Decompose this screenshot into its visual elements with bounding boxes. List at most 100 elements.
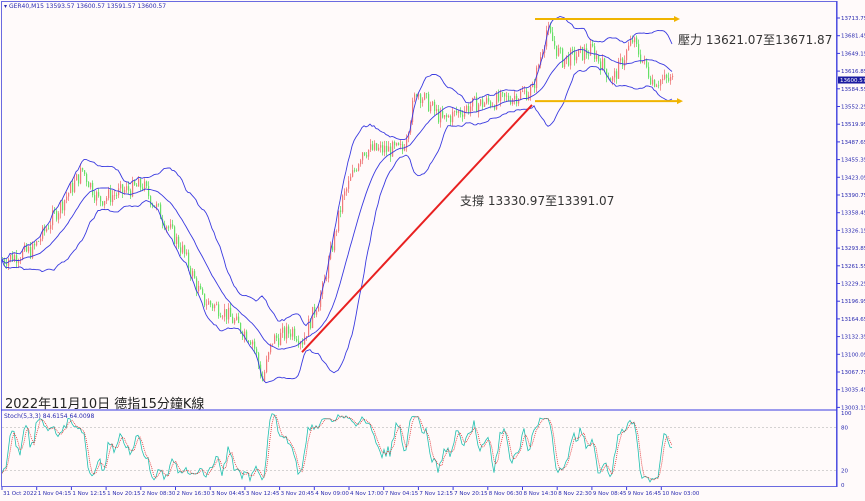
candle bbox=[512, 98, 514, 106]
candle bbox=[406, 134, 408, 152]
candle-body bbox=[558, 48, 560, 56]
candle bbox=[662, 74, 664, 84]
candle-body bbox=[232, 316, 234, 324]
candle bbox=[484, 101, 486, 108]
candle-body bbox=[458, 111, 460, 114]
candle-body bbox=[404, 148, 406, 151]
candle bbox=[236, 313, 238, 321]
candle-body bbox=[504, 93, 506, 97]
candle-body bbox=[636, 37, 638, 45]
candle-body bbox=[602, 58, 604, 71]
candle bbox=[470, 101, 472, 117]
candle-body bbox=[70, 182, 72, 194]
candle-body bbox=[142, 187, 144, 190]
candle bbox=[416, 93, 418, 98]
candle-body bbox=[664, 74, 666, 79]
candle-body bbox=[216, 304, 218, 305]
candle bbox=[412, 97, 414, 125]
candle-body bbox=[112, 195, 114, 203]
candle-body bbox=[426, 93, 428, 95]
candle-body bbox=[116, 195, 118, 196]
candle bbox=[396, 142, 398, 147]
candle bbox=[312, 306, 314, 329]
candle bbox=[212, 303, 214, 312]
candle bbox=[62, 199, 64, 214]
candle-body bbox=[360, 160, 362, 165]
candle-body bbox=[192, 271, 194, 277]
candle-body bbox=[494, 105, 496, 110]
candle-body bbox=[590, 43, 592, 56]
candle-body bbox=[68, 193, 70, 197]
candle bbox=[440, 107, 442, 128]
candle-body bbox=[368, 149, 370, 157]
candle-body bbox=[456, 111, 458, 114]
time-label: 3 Nov 12:45 bbox=[246, 491, 280, 497]
candle-body bbox=[484, 103, 486, 107]
candle-body bbox=[238, 316, 240, 324]
candle bbox=[380, 141, 382, 153]
candle bbox=[656, 83, 658, 88]
candle-body bbox=[138, 178, 140, 187]
candle-body bbox=[380, 145, 382, 148]
ohlc-values: 13593.57 13600.57 13591.57 13600.57 bbox=[45, 3, 167, 10]
candle-body bbox=[264, 372, 266, 381]
candle bbox=[624, 55, 626, 71]
candle-body bbox=[128, 186, 130, 191]
candle bbox=[350, 173, 352, 181]
dropdown-triangle-icon[interactable]: ▾ bbox=[4, 3, 8, 10]
candle bbox=[422, 97, 424, 107]
candle bbox=[494, 104, 496, 111]
candle bbox=[58, 211, 60, 224]
candle-body bbox=[540, 56, 542, 66]
candle bbox=[358, 163, 360, 172]
candle-body bbox=[612, 77, 614, 81]
candle bbox=[210, 300, 212, 308]
candle-body bbox=[312, 306, 314, 329]
time-label: 4 Nov 17:00 bbox=[350, 491, 384, 497]
candle-body bbox=[98, 192, 100, 197]
time-label: 2 Nov 08:30 bbox=[142, 491, 176, 497]
candle bbox=[110, 184, 112, 206]
candle bbox=[496, 91, 498, 111]
candle-body bbox=[578, 49, 580, 57]
candle-body bbox=[136, 184, 138, 187]
candle-body bbox=[168, 226, 170, 228]
candle bbox=[286, 322, 288, 344]
candle-body bbox=[156, 203, 158, 208]
candle-body bbox=[430, 105, 432, 112]
candle-body bbox=[634, 37, 636, 43]
candle bbox=[176, 233, 178, 250]
candle bbox=[222, 315, 224, 320]
candle-body bbox=[114, 195, 116, 196]
candle-body bbox=[108, 189, 110, 199]
candle bbox=[150, 195, 152, 208]
candle-body bbox=[34, 243, 36, 246]
candle-body bbox=[280, 332, 282, 346]
candle-body bbox=[580, 46, 582, 50]
candle-body bbox=[310, 319, 312, 329]
candle bbox=[570, 47, 572, 70]
candle bbox=[226, 309, 228, 325]
candle bbox=[186, 249, 188, 256]
candle bbox=[506, 91, 508, 102]
candle bbox=[672, 73, 674, 80]
candle-body bbox=[400, 144, 402, 145]
candle-body bbox=[66, 196, 68, 200]
candle-body bbox=[352, 170, 354, 177]
candle bbox=[198, 280, 200, 294]
candle-body bbox=[420, 94, 422, 103]
candle-body bbox=[554, 41, 556, 46]
price-label: 13358.45 bbox=[841, 211, 865, 217]
candle bbox=[604, 57, 606, 73]
candle-body bbox=[632, 39, 634, 43]
candle bbox=[342, 194, 344, 214]
candle-body bbox=[596, 55, 598, 60]
candle-body bbox=[58, 213, 60, 220]
candle bbox=[434, 99, 436, 116]
candle-body bbox=[536, 67, 538, 89]
candle-body bbox=[362, 152, 364, 161]
candle-body bbox=[444, 115, 446, 118]
support-annotation: 支撐 13330.97至13391.07 bbox=[460, 194, 615, 208]
bollinger-lower bbox=[1, 65, 673, 384]
